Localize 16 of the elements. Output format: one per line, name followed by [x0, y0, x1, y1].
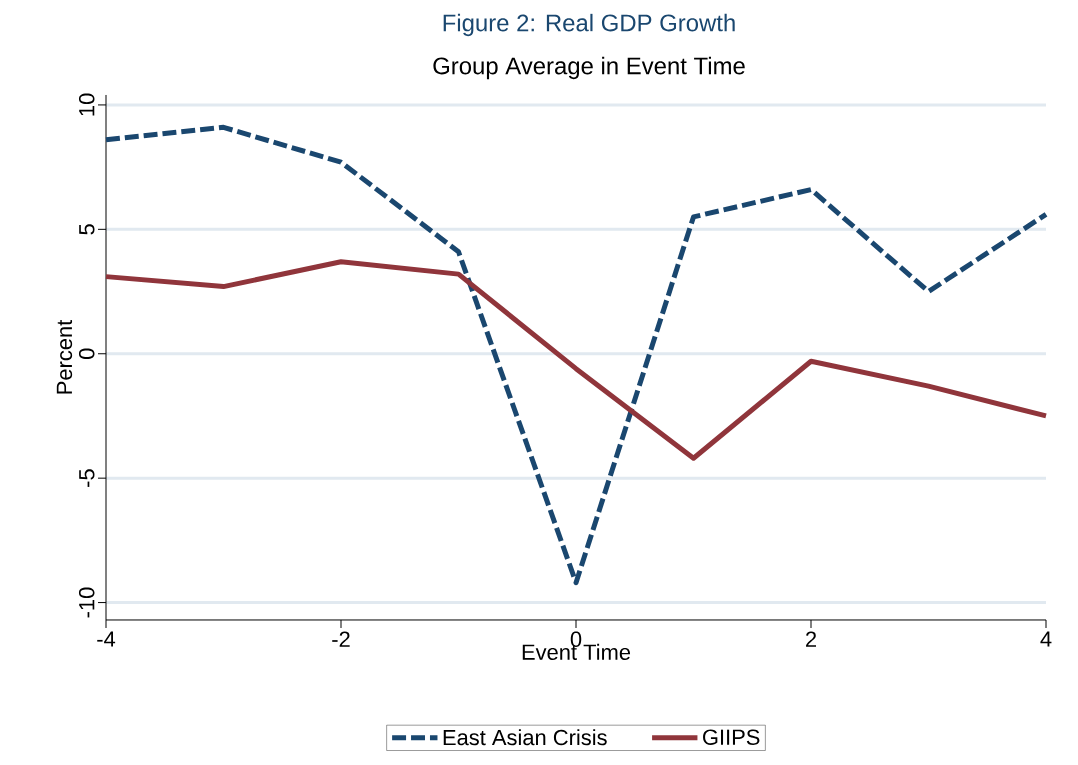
y-tick-label: 10 [78, 93, 95, 116]
chart-subtitle: Group Average in Event Time [433, 56, 745, 80]
x-tick-label: 2 [806, 631, 817, 647]
legend-label: East Asian Crisis [443, 729, 607, 746]
y-tick-label: -10 [78, 587, 95, 618]
y-tick-label: 0 [78, 348, 95, 359]
chart-title: Figure 2: Real GDP Growth [443, 13, 735, 37]
x-tick-label: -2 [332, 631, 350, 647]
line-series [103, 259, 1049, 461]
line-series [103, 124, 1049, 586]
y-tick-label: -5 [79, 469, 95, 487]
x-tick-label: 4 [1040, 631, 1052, 647]
y-axis-title: Percent [56, 319, 73, 394]
x-tick-label: -4 [97, 631, 116, 647]
legend-label: GIIPS [703, 729, 760, 745]
y-tick-label: 5 [79, 224, 95, 235]
